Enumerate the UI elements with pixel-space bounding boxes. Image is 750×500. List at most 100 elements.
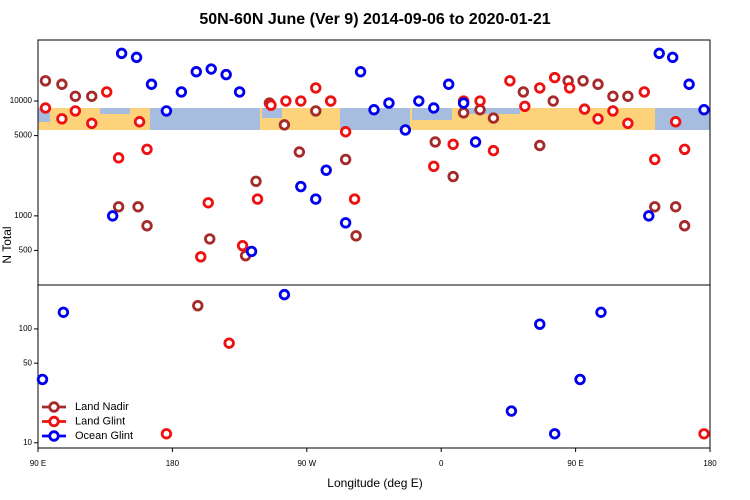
x-tick-label: 90 E — [30, 459, 46, 468]
point — [310, 105, 322, 117]
chart-title: 50N-60N June (Ver 9) 2014-09-06 to 2020-… — [199, 11, 550, 28]
point — [295, 95, 307, 107]
point — [574, 373, 586, 386]
point — [428, 102, 440, 114]
point — [653, 47, 665, 60]
plot-frame — [37, 39, 711, 286]
point — [577, 75, 589, 87]
point — [638, 86, 650, 98]
point — [534, 139, 546, 152]
point — [354, 66, 367, 78]
point — [563, 82, 576, 94]
x-tick-label: 180 — [166, 459, 180, 468]
point — [666, 51, 679, 64]
point — [683, 78, 695, 90]
point — [474, 95, 486, 107]
legend-label: Ocean Glint — [75, 430, 133, 442]
point — [607, 105, 619, 117]
point — [190, 66, 202, 78]
point — [519, 100, 531, 112]
point — [250, 175, 262, 187]
point — [223, 337, 235, 349]
point — [57, 306, 70, 318]
point — [36, 373, 49, 386]
point — [324, 95, 337, 107]
point — [39, 102, 52, 114]
point — [133, 116, 146, 128]
x-tick-label: 180 — [703, 459, 717, 468]
point — [548, 71, 561, 84]
point — [295, 180, 307, 193]
x-tick-label: 90 E — [567, 459, 583, 468]
point — [86, 90, 98, 102]
point — [487, 144, 500, 157]
y-tick-label: 10000 — [10, 96, 33, 105]
point — [595, 306, 607, 318]
point — [678, 220, 691, 232]
point — [649, 153, 661, 166]
point — [69, 105, 82, 117]
point — [534, 82, 546, 94]
point — [339, 153, 352, 166]
point — [669, 116, 682, 128]
point — [112, 152, 125, 164]
point — [469, 136, 482, 148]
legend-marker — [48, 401, 60, 413]
point — [202, 197, 214, 209]
point — [56, 113, 68, 125]
point — [487, 112, 500, 124]
point — [428, 160, 440, 173]
point — [622, 117, 634, 129]
point — [175, 86, 188, 98]
point — [265, 99, 277, 111]
point — [100, 86, 113, 98]
point — [547, 95, 559, 107]
x-axis-label: Longitude (deg E) — [327, 476, 422, 490]
point — [86, 117, 98, 129]
point — [622, 90, 634, 102]
point — [399, 124, 412, 136]
point — [39, 75, 52, 87]
x-tick-label: 90 W — [297, 459, 316, 468]
y-tick-label: 500 — [19, 246, 33, 255]
y-axis-label: N Total — [0, 226, 14, 263]
point — [649, 201, 661, 213]
point — [592, 113, 604, 125]
point — [592, 78, 604, 90]
y-tick-label: 1000 — [14, 211, 32, 220]
point — [517, 86, 530, 98]
point — [698, 104, 710, 116]
point — [236, 239, 249, 252]
point — [195, 251, 207, 263]
point — [669, 201, 682, 213]
y-tick-label: 50 — [23, 358, 32, 367]
point — [204, 233, 216, 245]
point — [233, 86, 246, 98]
point — [205, 63, 217, 75]
point — [160, 105, 173, 117]
point — [678, 143, 691, 155]
point — [643, 210, 655, 222]
point — [145, 78, 158, 90]
point — [442, 78, 455, 90]
point — [548, 428, 561, 440]
point — [280, 95, 292, 107]
point — [245, 245, 258, 258]
point — [339, 126, 352, 138]
point — [310, 193, 322, 205]
point — [447, 170, 459, 183]
point — [251, 193, 264, 205]
point — [457, 107, 470, 119]
point — [578, 103, 591, 115]
point — [339, 217, 352, 229]
point — [56, 78, 68, 90]
x-tick-label: 0 — [439, 459, 444, 468]
point — [348, 193, 361, 205]
point — [278, 288, 291, 301]
point — [534, 318, 546, 330]
point — [115, 47, 128, 60]
y-tick-label: 100 — [19, 324, 33, 333]
point — [505, 405, 518, 417]
y-tick-label: 10 — [23, 438, 32, 447]
